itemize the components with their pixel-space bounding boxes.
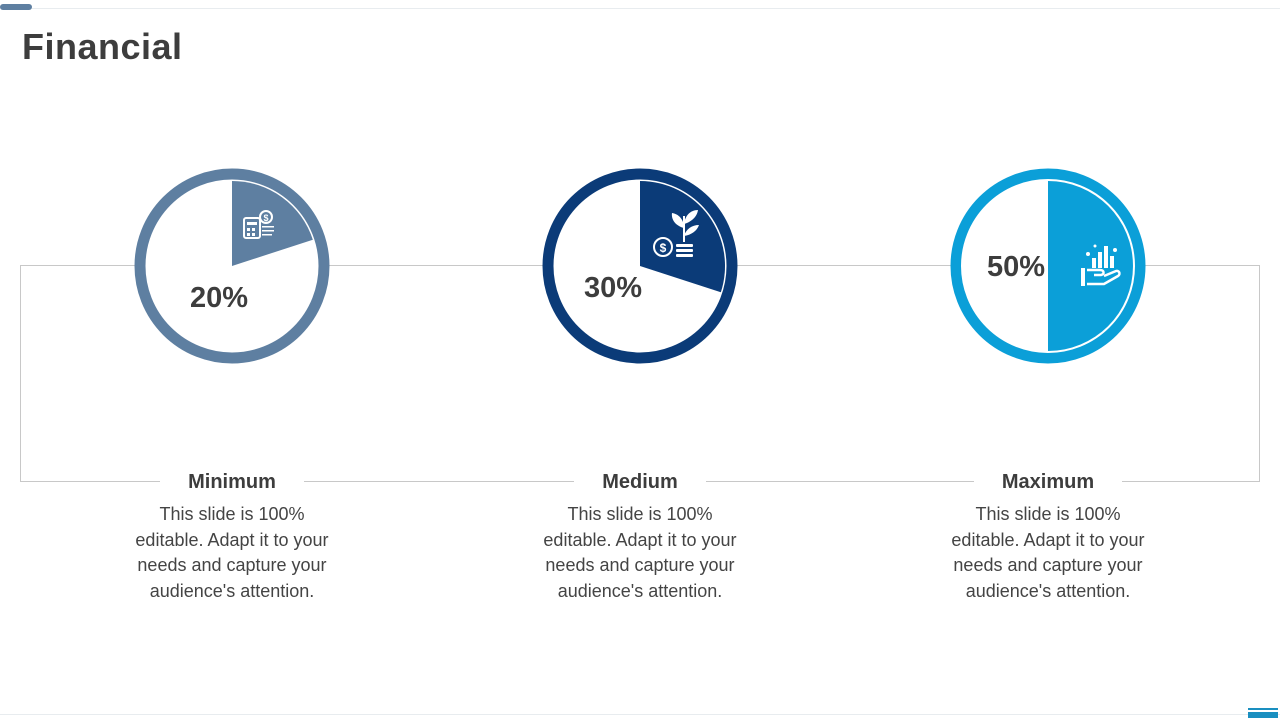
- tier-name-medium: Medium: [574, 470, 706, 494]
- pie-value-label-medium: 30%: [584, 272, 642, 304]
- page-title: Financial: [22, 26, 183, 67]
- hand-money-icon: [1081, 244, 1121, 286]
- bottom-accent-bar: [1248, 708, 1278, 718]
- tier-name-maximum: Maximum: [973, 470, 1123, 494]
- tier-desc-minimum: This slide is 100% editable. Adapt it to…: [135, 504, 329, 601]
- tier-name-minimum: Minimum: [160, 470, 304, 494]
- top-rule: [0, 8, 1280, 9]
- tier-maximum: Maximum This slide is 100% editable. Ada…: [948, 470, 1148, 604]
- pie-chart-minimum: $ 20%: [134, 168, 330, 364]
- tier-medium: Medium This slide is 100% editable. Adap…: [540, 470, 740, 604]
- pie-slice-medium: [640, 181, 726, 293]
- tier-desc-maximum: This slide is 100% editable. Adapt it to…: [951, 504, 1145, 601]
- svg-text:$: $: [263, 213, 268, 223]
- pie-value-label-maximum: 50%: [987, 251, 1045, 283]
- tier-desc-medium: This slide is 100% editable. Adapt it to…: [543, 504, 737, 601]
- pie-slice-maximum: [1048, 181, 1133, 351]
- pie-chart-maximum: 50%: [950, 168, 1146, 364]
- dollar-coin-plant-icon: $: [653, 210, 699, 257]
- pie-chart-medium: $ 30%: [542, 168, 738, 364]
- calculator-gear-dollar-icon: $: [243, 210, 274, 239]
- svg-text:$: $: [660, 241, 667, 255]
- tier-minimum: Minimum This slide is 100% editable. Ada…: [132, 470, 332, 604]
- pie-slice-minimum: [232, 181, 313, 266]
- bottom-rule: [0, 714, 1280, 715]
- top-accent-bar: [0, 4, 32, 10]
- pie-value-label-minimum: 20%: [190, 282, 248, 314]
